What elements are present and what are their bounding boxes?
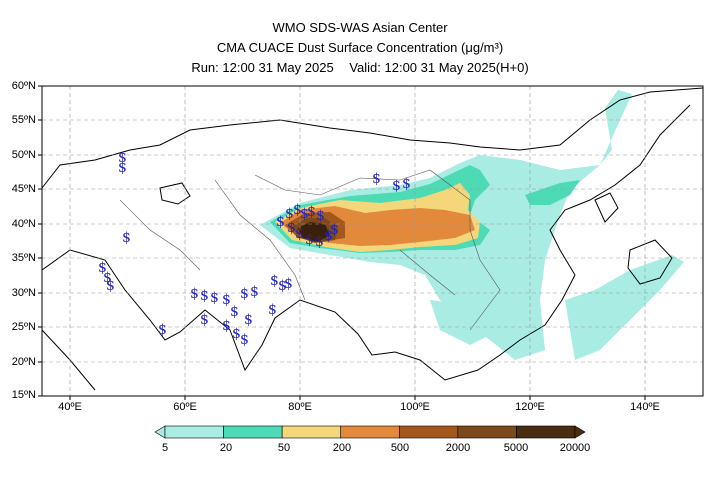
dust-storm-symbol: $ xyxy=(316,208,325,224)
dust-storm-symbol: $ xyxy=(278,278,287,294)
dust-storm-symbol: $ xyxy=(315,234,324,250)
lat-label-35: 35ºN xyxy=(11,252,36,264)
dust-storm-symbol: $ xyxy=(222,318,231,334)
dust-layer-5000-20000 xyxy=(298,222,330,242)
dust-storm-symbol: $ xyxy=(276,214,285,230)
colorbar-swatch xyxy=(457,425,517,439)
dust-storm-symbol: $ xyxy=(240,332,249,348)
lat-label-60: 60ºN xyxy=(11,80,36,92)
dust-storm-symbol: $ xyxy=(232,326,241,342)
dust-storm-symbol: $ xyxy=(200,288,209,304)
dust-storm-symbol: $ xyxy=(324,228,333,244)
dust-storm-symbol: $ xyxy=(305,232,314,248)
dust-storm-symbol: $ xyxy=(210,290,219,306)
colorbar-label-5000: 5000 xyxy=(503,442,529,454)
lat-label-20: 20ºN xyxy=(11,356,36,368)
lon-label-100: 100ºE xyxy=(400,401,430,413)
dust-storm-symbol: $ xyxy=(122,230,131,246)
colorbar-label-20: 20 xyxy=(219,442,233,454)
lat-label-50: 50ºN xyxy=(11,149,36,161)
dust-storm-symbol: $ xyxy=(287,220,296,236)
dust-storm-symbol: $ xyxy=(222,292,231,308)
lat-label-55: 55ºN xyxy=(11,114,36,126)
lat-label-30: 30ºN xyxy=(11,287,36,299)
colorbar-label-200: 200 xyxy=(332,442,352,454)
dust-storm-symbol: $ xyxy=(240,286,249,302)
colorbar xyxy=(154,425,586,439)
dust-storm-symbol: $ xyxy=(118,150,127,166)
dust-storm-symbol: $ xyxy=(270,273,279,289)
dust-storm-symbol: $ xyxy=(118,160,127,176)
valid-time: Valid: 12:00 31 May 2025(H+0) xyxy=(349,60,529,75)
lon-label-140: 140ºE xyxy=(630,401,660,413)
dust-storm-symbol: $ xyxy=(284,276,293,292)
chart-title-block: WMO SDS-WAS Asian Center CMA CUACE Dust … xyxy=(0,18,720,78)
colorbar-swatch xyxy=(516,425,576,439)
dust-storm-symbols: $$$ $ $$$$$ $ $ $ $ $ $$ $$$ $ $$ $ $$$$ $$$ $$ $ $ $ $ $$ xyxy=(98,150,411,348)
title-line-1: WMO SDS-WAS Asian Center xyxy=(272,20,448,35)
dust-storm-symbol: $ xyxy=(295,226,304,242)
run-valid-line: Run: 12:00 31 May 2025 Valid: 12:00 31 M… xyxy=(0,58,720,78)
gridlines xyxy=(42,86,703,396)
dust-storm-symbol: $ xyxy=(190,286,199,302)
dust-storm-symbol: $ xyxy=(307,204,316,220)
dust-storm-symbol: $ xyxy=(293,202,302,218)
dust-storm-symbol: $ xyxy=(230,304,239,320)
borders xyxy=(119,169,501,331)
lat-label-40: 40ºN xyxy=(11,218,36,230)
lat-label-45: 45ºN xyxy=(11,183,36,195)
run-time: Run: 12:00 31 May 2025 xyxy=(191,60,334,75)
colorbar-swatch xyxy=(340,425,400,439)
dust-storm-symbol: $ xyxy=(330,222,339,238)
dust-storm-symbol: $ xyxy=(106,278,115,294)
colorbar-label-20000: 20000 xyxy=(559,442,591,454)
colorbar-label-500: 500 xyxy=(390,442,410,454)
lat-label-15: 15ºN xyxy=(11,389,36,401)
colorbar-label-5: 5 xyxy=(161,442,169,454)
dust-storm-symbol: $ xyxy=(200,312,209,328)
dust-storm-symbol: $ xyxy=(250,284,259,300)
colorbar-label-50: 50 xyxy=(277,442,291,454)
dust-storm-symbol: $ xyxy=(372,171,381,187)
lon-label-120: 120ºE xyxy=(515,401,545,413)
dust-storm-symbol: $ xyxy=(158,322,167,338)
lat-label-25: 25ºN xyxy=(11,321,36,333)
lon-label-80: 80ºE xyxy=(288,401,312,413)
colorbar-swatch xyxy=(281,425,342,439)
dust-storm-symbol: $ xyxy=(300,206,309,222)
axis-ticks xyxy=(38,85,646,400)
colorbar-swatch xyxy=(398,425,459,439)
dust-storm-symbol: $ xyxy=(392,178,401,194)
colorbar-swatch xyxy=(223,425,283,439)
colorbar-swatch xyxy=(164,425,224,439)
dust-storm-symbol: $ xyxy=(268,302,277,318)
lon-label-40: 40ºE xyxy=(58,401,82,413)
dust-storm-symbol: $ xyxy=(244,312,253,328)
dust-storm-symbol: $ xyxy=(98,260,107,276)
lon-label-60: 60ºE xyxy=(173,401,197,413)
map-frame xyxy=(41,85,704,397)
colorbar-label-2000: 2000 xyxy=(445,442,471,454)
dust-storm-symbol: $ xyxy=(402,176,411,192)
title-line-2: CMA CUACE Dust Surface Concentration (μg… xyxy=(216,40,504,55)
dust-storm-symbol: $ xyxy=(285,206,294,222)
dust-storm-symbol: $ xyxy=(103,270,112,286)
